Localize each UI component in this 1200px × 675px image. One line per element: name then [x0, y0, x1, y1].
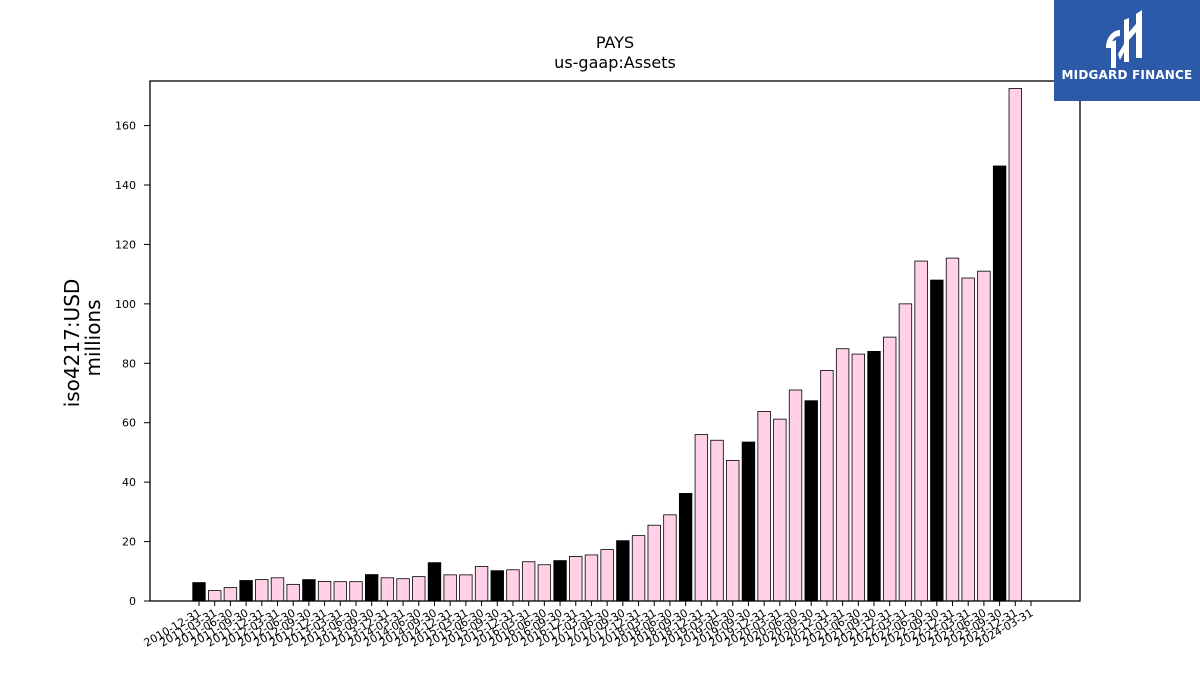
brand-name: MIDGARD FINANCE	[1061, 68, 1193, 82]
bar-2014-03-31	[396, 578, 410, 602]
bar-2021-06-30	[851, 353, 865, 602]
bar-2023-09-30	[992, 165, 1007, 602]
y-axis-unit: millions	[81, 299, 105, 376]
y-tick-label: 20	[122, 536, 136, 549]
bar-2014-12-31	[443, 574, 457, 602]
chart-subtitle: us-gaap:Assets	[554, 53, 676, 72]
bar-2011-09-30	[239, 580, 253, 602]
bar-2011-12-31	[255, 579, 269, 602]
bar-2011-06-30	[223, 587, 238, 602]
y-axis-ticks: 0 20 40 60 80 100 120 140 160	[115, 120, 150, 608]
bar-2015-09-30	[490, 570, 504, 602]
y-axis-label: iso4217:USD	[60, 279, 84, 408]
bar-2017-09-30	[616, 540, 630, 602]
bar-2020-03-31	[773, 418, 787, 602]
bar-2017-12-31	[631, 535, 646, 602]
bar-2013-09-30	[364, 574, 379, 602]
bar-2021-09-30	[867, 350, 881, 602]
bar-2016-12-31	[569, 556, 583, 602]
bar-2010-12-31	[192, 582, 206, 602]
bar-2018-09-30	[678, 493, 693, 602]
bar-2022-06-30	[914, 260, 928, 602]
bar-2020-12-31	[820, 370, 834, 602]
y-tick-label: 100	[115, 298, 136, 311]
bar-2017-03-31	[584, 554, 599, 602]
bar-2012-09-30	[302, 579, 316, 602]
bar-2019-12-31	[757, 411, 771, 602]
bar-2013-12-31	[380, 577, 395, 602]
bar-2023-06-30	[977, 270, 991, 602]
bar-2015-06-30	[474, 566, 489, 602]
bar-2017-06-30	[600, 549, 614, 602]
bar-2014-06-30	[412, 576, 426, 602]
bar-2013-03-31	[333, 581, 347, 602]
bar-2018-03-31	[647, 524, 661, 602]
midgard-logo-icon	[1106, 10, 1142, 68]
y-tick-label: 140	[115, 179, 136, 192]
bar-2016-03-31	[521, 561, 536, 602]
bar-2016-09-30	[553, 560, 567, 602]
bar-2022-03-31	[898, 303, 913, 602]
plot-frame	[149, 80, 1081, 602]
bar-2018-06-30	[663, 514, 677, 602]
bar-2016-06-30	[537, 564, 552, 602]
bar-2019-06-30	[726, 460, 740, 602]
bar-2015-12-31	[506, 569, 520, 602]
y-tick-label: 0	[129, 595, 136, 608]
bar-2018-12-31	[694, 434, 709, 602]
y-tick-label: 120	[115, 238, 136, 251]
bar-series	[192, 88, 1022, 602]
bar-2022-12-31	[945, 257, 960, 602]
y-tick-label: 80	[122, 357, 136, 370]
bar-2023-03-31	[961, 277, 975, 602]
bar-2014-09-30	[427, 562, 442, 602]
bar-2012-12-31	[317, 580, 332, 602]
chart-title: PAYS	[596, 33, 634, 52]
bar-2021-12-31	[883, 336, 897, 602]
bar-2023-12-31	[1008, 88, 1022, 602]
brand-logo: MIDGARD FINANCE	[1054, 0, 1200, 101]
bar-2013-06-30	[349, 581, 363, 602]
bar-2012-03-31	[270, 577, 285, 602]
bar-2019-09-30	[741, 441, 756, 602]
bar-2020-09-30	[804, 400, 818, 602]
bar-2015-03-31	[459, 574, 473, 602]
bar-2012-06-30	[286, 583, 300, 602]
bar-2011-03-31	[208, 590, 222, 602]
bar-2020-06-30	[788, 389, 803, 602]
y-tick-label: 40	[122, 476, 136, 489]
x-axis-ticks: 2010-12-312011-03-312011-06-302011-09-30…	[142, 601, 1036, 650]
y-tick-label: 160	[115, 120, 136, 133]
bar-2019-03-31	[710, 439, 724, 602]
bar-2022-09-30	[930, 279, 944, 602]
y-tick-label: 60	[122, 417, 136, 430]
bar-2021-03-31	[835, 348, 850, 602]
